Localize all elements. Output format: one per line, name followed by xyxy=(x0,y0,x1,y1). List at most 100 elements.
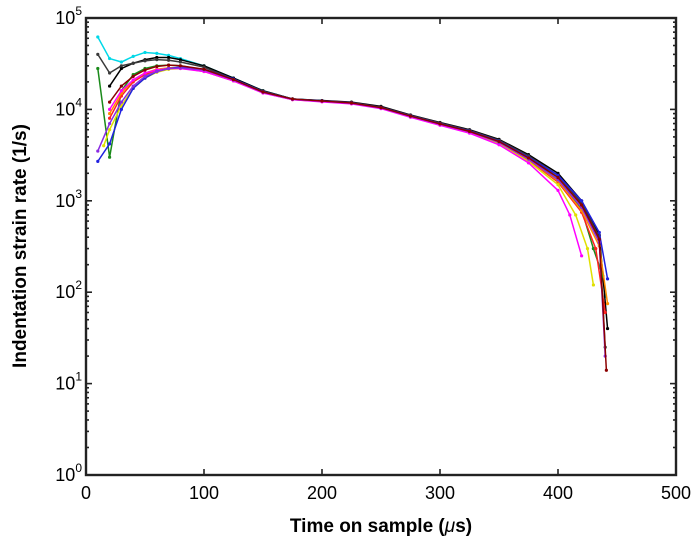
data-point xyxy=(603,310,607,315)
data-point xyxy=(102,144,106,148)
data-point xyxy=(155,69,159,74)
data-point xyxy=(591,283,596,287)
data-point xyxy=(597,237,601,241)
x-tick-label: 300 xyxy=(425,483,455,503)
y-tick-exponent: 3 xyxy=(75,187,82,201)
data-point xyxy=(119,84,123,88)
y-tick-label: 101 xyxy=(55,370,82,394)
data-point xyxy=(119,64,123,68)
data-point xyxy=(96,66,100,71)
data-point xyxy=(605,302,610,306)
x-tick-label: 100 xyxy=(189,483,219,503)
data-point xyxy=(497,139,501,144)
data-point xyxy=(155,64,159,69)
x-axis-label: Time on sample (μs) xyxy=(290,516,472,537)
data-point xyxy=(580,199,584,203)
data-point xyxy=(231,77,236,82)
data-point xyxy=(119,89,123,93)
data-point xyxy=(178,60,182,64)
y-tick-label: 100 xyxy=(55,461,82,485)
y-tick-label: 102 xyxy=(55,278,82,302)
data-point xyxy=(467,129,472,133)
data-point xyxy=(605,277,610,281)
x-tick-label: 400 xyxy=(543,483,573,503)
data-point xyxy=(379,106,383,110)
data-point xyxy=(131,78,135,82)
data-point xyxy=(556,183,560,187)
data-point xyxy=(349,101,354,105)
y-tick-label: 104 xyxy=(55,95,82,119)
data-point xyxy=(143,74,147,78)
data-point xyxy=(155,55,159,60)
data-point xyxy=(119,107,123,111)
data-point xyxy=(119,66,123,71)
y-axis-label: Indentation strain rate (1/s) xyxy=(10,124,31,368)
data-point xyxy=(143,71,147,75)
data-point xyxy=(167,55,171,60)
axes-frame xyxy=(84,16,678,477)
data-point xyxy=(167,58,171,62)
data-point xyxy=(96,149,100,153)
data-point xyxy=(580,203,584,207)
data-point xyxy=(108,128,112,132)
data-point xyxy=(143,59,147,63)
data-point xyxy=(591,246,596,251)
data-point xyxy=(556,188,560,192)
data-point xyxy=(108,121,112,126)
data-point xyxy=(108,111,112,116)
data-point xyxy=(96,159,100,163)
data-point xyxy=(438,122,442,126)
data-point xyxy=(167,66,171,71)
y-tick-exponent: 4 xyxy=(75,95,82,109)
data-point xyxy=(108,84,112,88)
data-point xyxy=(131,74,135,78)
data-point xyxy=(131,84,135,88)
data-point xyxy=(108,100,112,104)
y-tick-base: 10 xyxy=(55,8,75,28)
y-tick-label: 105 xyxy=(55,4,82,28)
data-point xyxy=(261,90,265,94)
data-point xyxy=(526,156,531,160)
data-point xyxy=(178,58,182,62)
y-tick-base: 10 xyxy=(55,465,75,485)
data-point xyxy=(320,99,324,103)
data-point xyxy=(526,161,531,165)
data-point xyxy=(155,51,159,55)
y-tick-label: 103 xyxy=(55,187,82,211)
y-tick-base: 10 xyxy=(55,191,75,211)
data-point xyxy=(96,35,100,39)
data-point xyxy=(408,114,413,118)
data-point xyxy=(178,64,182,68)
data-point xyxy=(131,54,135,59)
data-point xyxy=(155,58,159,62)
data-point xyxy=(108,116,112,120)
data-point xyxy=(580,254,584,258)
data-point xyxy=(96,52,100,56)
data-point xyxy=(119,60,123,64)
data-point xyxy=(290,97,295,101)
y-tick-exponent: 1 xyxy=(75,370,82,384)
series-layer xyxy=(96,35,610,372)
data-point xyxy=(605,326,610,331)
data-point xyxy=(202,67,206,71)
y-tick-base: 10 xyxy=(55,99,75,119)
data-point xyxy=(585,246,590,251)
data-point xyxy=(108,155,112,159)
data-point xyxy=(594,246,598,251)
y-tick-exponent: 5 xyxy=(75,4,82,18)
data-point xyxy=(108,56,112,61)
data-point xyxy=(143,50,147,55)
y-tick-exponent: 2 xyxy=(75,278,82,292)
data-point xyxy=(108,71,112,75)
data-point xyxy=(108,107,112,111)
data-point xyxy=(497,143,501,147)
data-point xyxy=(131,61,135,65)
data-point xyxy=(143,68,147,72)
data-point xyxy=(167,63,171,67)
data-point xyxy=(119,100,123,104)
data-point xyxy=(604,368,608,372)
x-tick-label: 0 xyxy=(81,483,91,503)
data-point xyxy=(556,175,560,180)
